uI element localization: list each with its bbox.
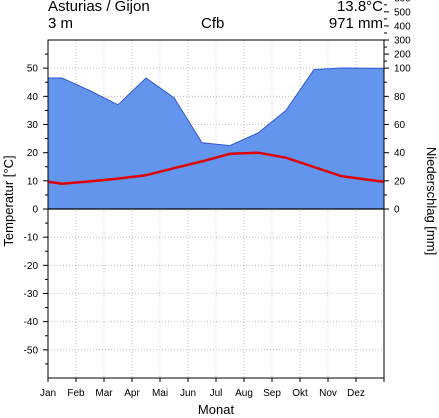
temperature-tick-label: 0 [32, 205, 38, 216]
temperature-tick-label: -50 [24, 345, 39, 356]
month-label: Mai [152, 388, 168, 399]
month-label: Jul [210, 388, 223, 399]
precipitation-tick-label: 500 [394, 7, 411, 18]
precipitation-tick-label: 80 [394, 92, 406, 103]
precipitation-line [48, 67, 384, 147]
station-altitude: 3 m [48, 15, 74, 32]
precipitation-tick-label: 100 [394, 64, 411, 75]
station-name: Asturias / Gijon [48, 0, 150, 15]
precipitation-tick-label: 60 [394, 120, 406, 131]
temperature-axis: 50 40 30 20 10 0 -10 -20 -30 -40 -50 [24, 53, 48, 365]
temperature-axis-title: Temperatur [°C] [1, 155, 16, 246]
temperature-tick-label: -40 [24, 317, 39, 328]
month-label: Feb [67, 388, 85, 399]
temperature-tick-label: -10 [24, 233, 39, 244]
precipitation-tick-label: 20 [394, 176, 406, 187]
precipitation-tick-label: 0 [394, 205, 400, 216]
month-label: Okt [292, 388, 308, 399]
precipitation-tick-label: 400 [394, 21, 411, 32]
month-axis: Jan Feb Mar Apr Mai Jun Jul Aug Sep Okt Nov Dez [40, 378, 385, 399]
month-label: Jun [180, 388, 196, 399]
precipitation-tick-label: 600 [394, 0, 411, 4]
precipitation-tick-label: 40 [394, 148, 406, 159]
month-label: Mar [95, 388, 113, 399]
temperature-tick-label: 50 [27, 64, 39, 75]
month-label: Apr [124, 388, 140, 399]
precipitation-area [48, 68, 384, 209]
temperature-tick-label: 30 [27, 120, 39, 131]
month-label: Aug [235, 388, 253, 399]
mean-temperature: 13.8°C [336, 0, 383, 15]
temperature-tick-label: 20 [27, 148, 39, 159]
x-axis-title: Monat [198, 402, 235, 417]
temperature-tick-label: 40 [27, 92, 39, 103]
precipitation-axis-title: Niederschlag [mm] [424, 147, 439, 255]
precipitation-axis: 900800700600500400300200100806040200 [384, 0, 411, 216]
month-label: Sep [263, 388, 281, 399]
month-label: Nov [319, 388, 337, 399]
temperature-tick-label: -30 [24, 289, 39, 300]
temperature-line [47, 151, 385, 185]
climate-class: Cfb [201, 15, 225, 32]
temperature-tick-label: -20 [24, 261, 39, 272]
annual-precipitation: 971 mm [328, 15, 383, 32]
month-label: Dez [347, 388, 365, 399]
precipitation-tick-label: 200 [394, 50, 411, 61]
precipitation-tick-label: 300 [394, 36, 411, 47]
month-label: Jan [40, 388, 56, 399]
temperature-tick-label: 10 [27, 176, 39, 187]
